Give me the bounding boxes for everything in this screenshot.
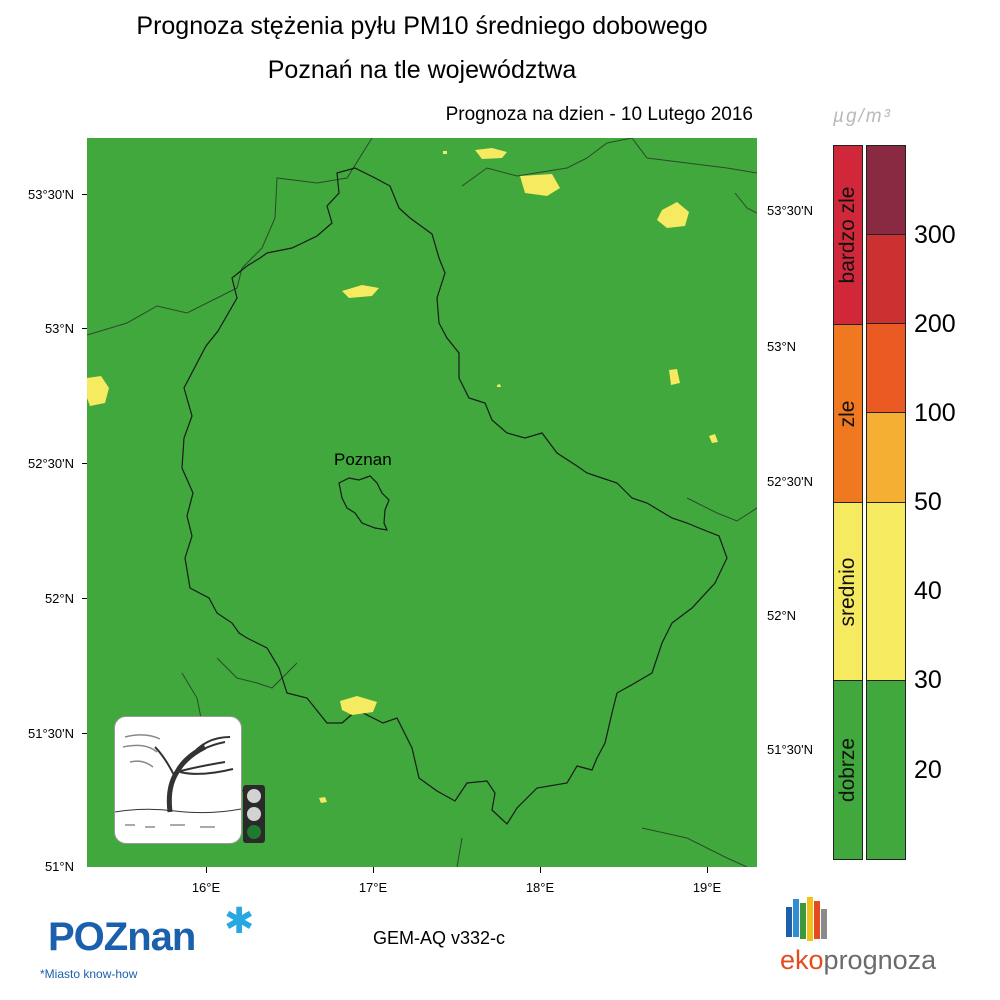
legend-level-swatch bbox=[866, 680, 906, 860]
legend-level-value: 30 bbox=[914, 666, 942, 694]
brand-prognoza: prognoza bbox=[823, 945, 937, 975]
legend-level-swatch bbox=[866, 323, 906, 413]
city-label: Poznan bbox=[334, 450, 392, 469]
moderate-zones bbox=[87, 148, 718, 803]
lon-tick bbox=[540, 867, 541, 873]
traffic-light-yellow-off bbox=[247, 807, 261, 821]
legend-category-srednio: srednio bbox=[833, 502, 863, 681]
legend-category-label: bardzo zle bbox=[836, 186, 859, 284]
ekoprognoza-logo: ekoprognoza bbox=[780, 945, 936, 976]
lat-tick bbox=[82, 733, 87, 734]
poznan-logo: POZnan bbox=[48, 915, 196, 959]
lat-label-left: 51°30'N bbox=[28, 726, 74, 741]
wind-tree-icon bbox=[114, 716, 242, 844]
lat-label-right: 51°30'N bbox=[767, 742, 813, 757]
lat-label-left: 52°30'N bbox=[28, 456, 74, 471]
lat-label-right: 53°30'N bbox=[767, 203, 813, 218]
legend-level-swatch bbox=[866, 412, 906, 503]
lat-tick bbox=[82, 598, 87, 599]
lon-label: 18°E bbox=[525, 880, 555, 895]
map-borders bbox=[87, 138, 757, 867]
region-outline bbox=[181, 167, 728, 825]
brand-eko: eko bbox=[780, 945, 824, 975]
lat-tick bbox=[82, 328, 87, 329]
lat-label-left: 53°30'N bbox=[28, 187, 74, 202]
legend-category-zle: zle bbox=[833, 324, 863, 503]
lat-label-left: 53°N bbox=[44, 321, 74, 336]
lon-tick bbox=[707, 867, 708, 873]
traffic-light-green-on bbox=[247, 825, 261, 839]
legend-unit: µg/m³ bbox=[833, 106, 892, 127]
legend-level-swatch bbox=[866, 234, 906, 324]
lat-label-left: 52°N bbox=[44, 591, 74, 606]
lat-label-left: 51°N bbox=[44, 859, 74, 874]
traffic-light-red-off bbox=[247, 789, 261, 803]
lat-label-right: 53°N bbox=[767, 339, 797, 354]
ekoprognoza-bars-icon bbox=[784, 895, 834, 943]
legend-level-value: 50 bbox=[914, 488, 942, 516]
lat-tick bbox=[82, 194, 87, 195]
legend-level-swatch bbox=[866, 502, 906, 681]
lon-label: 19°E bbox=[692, 880, 722, 895]
chart-title: Prognoza stężenia pyłu PM10 średniego do… bbox=[136, 12, 708, 40]
legend-category-label: zle bbox=[836, 400, 859, 427]
lon-label: 17°E bbox=[358, 880, 388, 895]
legend-level-value: 200 bbox=[914, 310, 956, 338]
lat-label-right: 52°N bbox=[767, 608, 797, 623]
legend-level-value: 40 bbox=[914, 577, 942, 605]
lon-tick bbox=[373, 867, 374, 873]
legend-level-swatch bbox=[866, 145, 906, 235]
asterisk-icon: ✱ bbox=[224, 900, 255, 941]
legend-level-value: 300 bbox=[914, 221, 956, 249]
chart-subtitle: Poznań na tle województwa bbox=[267, 56, 577, 84]
lon-tick bbox=[206, 867, 207, 873]
model-version: GEM-AQ v332-c bbox=[373, 928, 506, 948]
poznan-city-outline bbox=[338, 475, 390, 531]
legend-category-label: srednio bbox=[836, 557, 859, 626]
legend-category-label: dobrze bbox=[836, 737, 859, 803]
lon-label: 16°E bbox=[191, 880, 221, 895]
traffic-light-icon bbox=[243, 785, 265, 843]
lat-tick bbox=[82, 463, 87, 464]
legend-level-value: 100 bbox=[914, 399, 956, 427]
lat-label-right: 52°30'N bbox=[767, 474, 813, 489]
legend-category-bardzo-zle: bardzo zle bbox=[833, 145, 863, 325]
legend-level-value: 20 bbox=[914, 756, 942, 784]
poznan-slogan: *Miasto know-how bbox=[40, 967, 138, 981]
legend-category-dobrze: dobrze bbox=[833, 680, 863, 860]
forecast-date: Prognoza na dzien - 10 Lutego 2016 bbox=[445, 104, 753, 125]
